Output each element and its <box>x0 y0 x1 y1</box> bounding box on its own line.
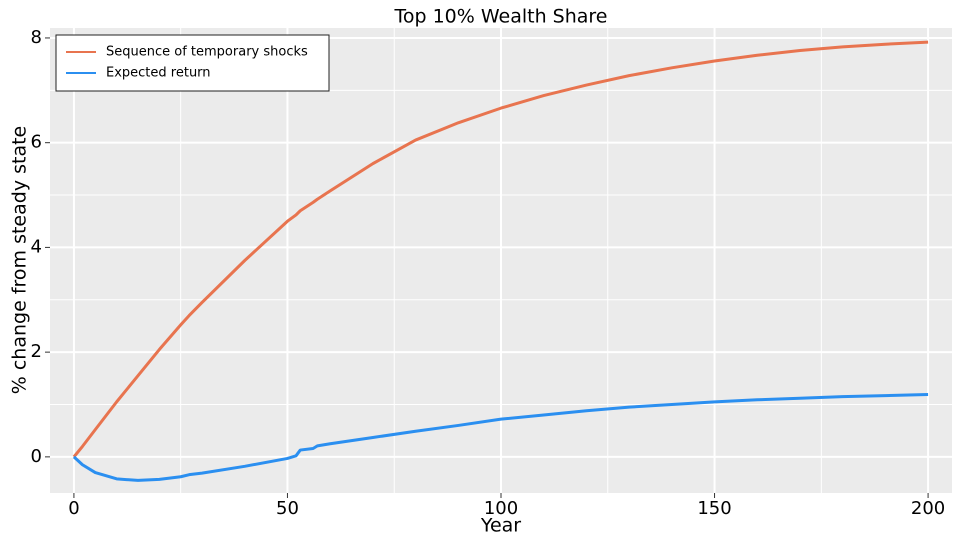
chart-title: Top 10% Wealth Share <box>393 6 607 28</box>
x-tick-label: 200 <box>911 498 945 519</box>
x-tick-label: 50 <box>276 498 299 519</box>
y-tick-label: 4 <box>31 236 42 257</box>
x-tick-label: 100 <box>484 498 518 519</box>
x-tick-label: 0 <box>68 498 79 519</box>
x-tick-label: 150 <box>697 498 731 519</box>
line-series <box>72 40 929 458</box>
y-tick-label: 0 <box>31 446 42 467</box>
y-axis-label: % change from steady state <box>9 126 31 394</box>
y-tick-label: 8 <box>31 27 42 48</box>
legend-label: Expected return <box>106 66 211 81</box>
line-series <box>72 393 929 482</box>
x-axis-label: Year <box>480 515 521 537</box>
legend-box <box>55 34 330 92</box>
legend-label: Sequence of temporary shocks <box>106 45 308 60</box>
y-tick-label: 2 <box>31 341 42 362</box>
y-tick-label: 6 <box>31 132 42 153</box>
